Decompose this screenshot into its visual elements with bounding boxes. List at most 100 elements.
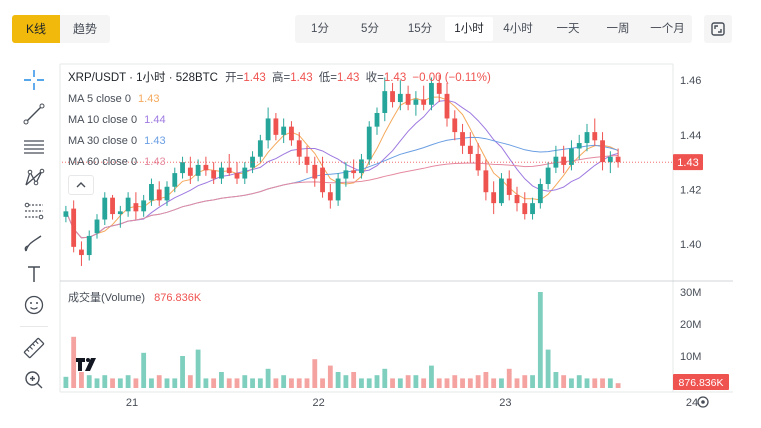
ruler-tool-button[interactable] — [20, 334, 48, 362]
ma10-value: 1.44 — [144, 114, 166, 126]
volume-bar — [79, 372, 84, 388]
volume-bar — [86, 375, 92, 388]
candle-body — [219, 167, 224, 179]
trend-line-tool-button[interactable] — [20, 100, 48, 128]
open-value: 1.43 — [243, 72, 266, 84]
volume-bar — [413, 375, 419, 388]
candle-body — [211, 170, 217, 179]
time-tick-label: 22 — [313, 397, 325, 409]
high-label: 高= — [271, 72, 291, 84]
candle-body — [444, 93, 450, 119]
volume-bar — [506, 368, 512, 388]
fib-retracement-tool-button[interactable] — [20, 197, 48, 225]
volume-bar — [351, 372, 357, 388]
volume-bar — [397, 378, 403, 388]
volume-bar — [561, 375, 567, 388]
candle-body — [413, 99, 419, 105]
candle-body — [576, 143, 582, 149]
interval-selector: 1分 5分 15分 1小时 4小时 一天 一周 一个月 — [295, 15, 692, 43]
volume-bar — [125, 375, 131, 388]
candle-body — [390, 91, 395, 103]
pattern-icon — [25, 168, 45, 186]
ma60-label: MA 60 close 0 — [68, 156, 138, 168]
candle-body — [234, 173, 240, 179]
interval-3[interactable]: 1小时 — [445, 17, 493, 41]
candle-body — [397, 93, 403, 103]
interval-1[interactable]: 5分 — [361, 23, 379, 35]
ma10-label: MA 10 close 0 — [68, 114, 138, 126]
fullscreen-icon — [711, 22, 725, 36]
interval-4[interactable]: 4小时 — [503, 23, 533, 35]
ma60-legend: MA 60 close 0 1.43 — [68, 156, 166, 168]
brush-tool-button[interactable] — [20, 229, 48, 257]
zoom-tool-button[interactable] — [20, 366, 48, 394]
volume-bar — [421, 378, 427, 388]
time-tick-label: 24 — [686, 397, 698, 409]
candle-body — [257, 140, 263, 157]
interval-6[interactable]: 一周 — [606, 23, 630, 35]
horizontal-lines-icon — [24, 140, 44, 154]
candle-body — [569, 148, 574, 165]
volume-series — [63, 292, 621, 388]
pattern-tool-button[interactable] — [20, 165, 48, 193]
volume-value: 876.836K — [154, 292, 202, 304]
volume-bar — [226, 378, 232, 388]
crosshair-tool-button[interactable] — [20, 66, 48, 94]
candle-body — [304, 156, 310, 165]
volume-bar — [304, 378, 310, 388]
candle-body — [102, 197, 108, 220]
volume-bar — [600, 378, 605, 388]
candle-body — [600, 140, 605, 163]
fullscreen-button[interactable] — [704, 15, 732, 43]
high-value: 1.43 — [290, 72, 313, 84]
price-axis: 1.46 1.44 1.42 1.40 — [680, 75, 701, 251]
volume-bar — [444, 378, 450, 388]
chevron-up-icon — [76, 182, 86, 188]
volume-bar — [545, 349, 551, 388]
candle-body — [195, 164, 201, 176]
volume-bar — [172, 378, 178, 388]
text-tool-button[interactable] — [20, 260, 48, 288]
tab-kline[interactable]: K线 — [12, 15, 60, 43]
low-value: 1.43 — [337, 72, 360, 84]
volume-tick-label: 30M — [680, 287, 701, 299]
volume-bar — [257, 378, 263, 388]
candle-body — [265, 118, 271, 141]
candle-body — [133, 203, 139, 212]
volume-bar — [133, 378, 139, 388]
candle-body — [187, 167, 193, 176]
tradingview-logo — [75, 355, 101, 373]
volume-bar — [530, 375, 535, 388]
tab-trend[interactable]: 趋势 — [60, 15, 110, 43]
volume-bar — [156, 375, 162, 388]
volume-bar — [475, 375, 481, 388]
volume-bar — [203, 378, 209, 388]
volume-bar — [250, 378, 255, 388]
interval-7[interactable]: 一个月 — [650, 23, 685, 35]
chart-legend: XRP/USDT · 1小时 · 528BTC 开=1.43 高=1.43 低=… — [68, 69, 491, 85]
candle-body — [483, 170, 489, 193]
volume-bar — [382, 368, 388, 388]
last-price-badge — [673, 154, 703, 171]
ma-line-60 — [65, 155, 619, 239]
candle-body — [281, 126, 287, 135]
volume-bar — [180, 356, 185, 388]
candle-body — [607, 156, 613, 163]
volume-bar — [460, 378, 465, 388]
interval-2[interactable]: 15分 — [407, 23, 433, 35]
crosshair-icon — [24, 70, 44, 90]
settings-button[interactable] — [697, 396, 709, 408]
emoji-tool-button[interactable] — [20, 291, 48, 319]
candlestick-series — [63, 74, 621, 266]
interval-5[interactable]: 一天 — [556, 23, 580, 35]
candle-body — [172, 173, 178, 187]
volume-bar — [335, 372, 341, 388]
drawing-toolbar — [12, 64, 56, 404]
interval-0[interactable]: 1分 — [311, 23, 329, 35]
volume-bar — [312, 359, 318, 388]
collapse-legend-button[interactable] — [68, 175, 94, 195]
close-value: 1.43 — [383, 72, 407, 84]
candle-body — [467, 145, 473, 154]
horizontal-lines-tool-button[interactable] — [20, 133, 48, 161]
